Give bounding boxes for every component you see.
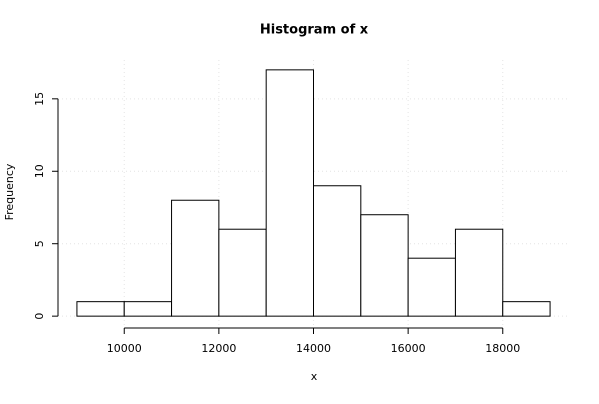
bar: [313, 185, 362, 317]
x-tick-label: 16000: [391, 342, 426, 355]
y-tick-label: 0: [33, 313, 46, 320]
y-tick-label: 15: [33, 92, 46, 106]
x-tick-label: 10000: [107, 342, 142, 355]
bar: [76, 301, 125, 317]
bar: [123, 301, 173, 317]
bar: [407, 257, 456, 317]
bar: [218, 228, 267, 317]
bar: [265, 69, 314, 317]
y-tick-label: 10: [33, 164, 46, 178]
chart-title: Histogram of x: [260, 23, 369, 38]
x-tick-label: 12000: [201, 342, 236, 355]
y-tick-label: 5: [33, 240, 46, 247]
bar: [454, 228, 504, 317]
x-tick-label: 14000: [296, 342, 331, 355]
bar: [360, 214, 409, 317]
bar: [502, 301, 551, 317]
bar: [171, 199, 220, 317]
x-axis-label: x: [311, 370, 318, 383]
x-tick-label: 18000: [485, 342, 520, 355]
y-axis-label: Frequency: [3, 163, 16, 220]
